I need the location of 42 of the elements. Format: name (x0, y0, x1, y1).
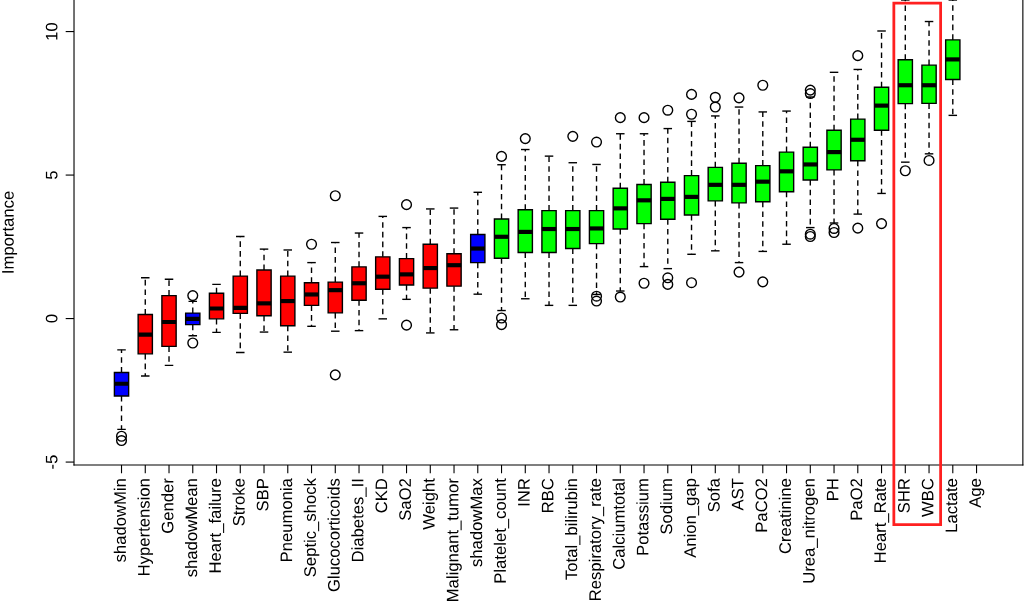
x-tick-label: Sofa (707, 478, 720, 512)
x-tick-label: Hypertension (137, 479, 154, 575)
y-tick-label: -5 (45, 455, 58, 469)
x-tick-label: Diabetes_II (351, 479, 367, 562)
x-tick-label: Calciumtotal (612, 479, 625, 569)
x-tick-label: Anion_gap (683, 478, 700, 558)
x-tick-label: Stroke (232, 478, 245, 526)
x-tick-label: Heart_failure (208, 478, 225, 573)
x-tick-label: Pneumonia (280, 478, 293, 562)
x-tick-label: Heart_Rate (874, 478, 890, 562)
x-tick-label: RBC (541, 478, 554, 512)
x-tick-label: Sodium (660, 479, 673, 534)
x-tick-label: Weight (422, 478, 439, 530)
x-tick-label: PaCO2 (755, 478, 768, 532)
x-tick-label: Respiratory_rate (588, 478, 605, 600)
x-tick-label: Urea_nitrogen (802, 479, 819, 583)
x-tick-label: SaO2 (399, 478, 411, 520)
x-tick-label: PaO2 (850, 478, 863, 520)
x-tick-label: WBC (921, 478, 934, 517)
x-tick-label: Septic_shock (303, 478, 320, 577)
x-tick-label: Potassium (636, 479, 649, 555)
x-tick-label: SBP (256, 479, 269, 511)
x-tick-label: shadowMin (113, 479, 126, 562)
y-tick-label: 10 (45, 22, 58, 40)
x-tick-label: Total_bilirubin (565, 479, 581, 580)
x-tick-label: Glucocorticoids (327, 478, 340, 592)
x-tick-label: SHR (897, 478, 910, 513)
x-tick-label: AST (731, 478, 744, 511)
x-tick-label: Malignant_tumor (446, 478, 462, 601)
y-tick-label: 5 (45, 171, 58, 180)
x-tick-label: INR (518, 478, 530, 506)
x-tick-label: shadowMean (185, 479, 198, 577)
x-tick-label: Gender (161, 478, 174, 533)
x-tick-label: Platelet_count (493, 478, 510, 583)
y-axis-title: Importance (2, 191, 18, 273)
x-tick-label: CKD (375, 478, 388, 513)
x-tick-label: Age (969, 478, 985, 508)
x-tick-label: Creatinine (778, 478, 792, 554)
x-tick-label: shadowMax (470, 478, 483, 567)
x-tick-label: Lactate (945, 478, 958, 532)
y-tick-label: 0 (45, 314, 58, 323)
x-tick-label: PH (826, 479, 839, 500)
